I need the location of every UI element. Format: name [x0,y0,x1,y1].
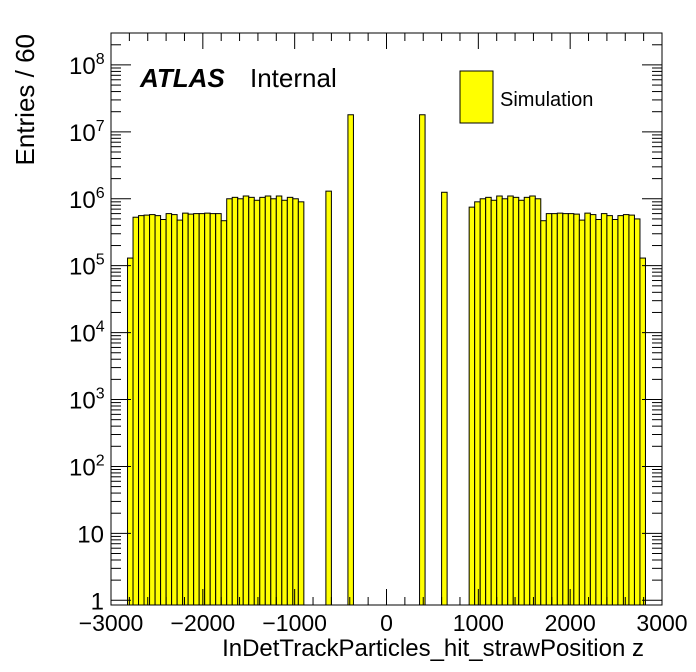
histogram-bin [193,213,200,606]
histogram-bin [419,114,426,606]
y-tick-label: 105 [69,252,105,281]
histogram-bin [501,198,509,606]
histogram-bin [275,195,283,606]
y-tick-label: 107 [69,118,105,147]
histogram-bin [165,213,173,606]
histogram-bin [496,195,503,606]
histogram-bin [490,199,498,606]
histogram-bin [479,198,487,606]
histogram-bin [187,213,195,606]
histogram-bin [325,190,332,606]
histogram-bin [474,201,481,606]
atlas-label: ATLAS [139,63,225,93]
y-tick-label: 1 [91,588,104,615]
y-tick-label: 106 [69,185,105,214]
x-tick-label: −1000 [262,610,327,636]
histogram-bin [551,213,558,606]
histogram-bin [347,114,354,606]
legend-entry: Simulation [500,89,593,111]
histogram-bin [523,196,531,606]
histogram-bin [248,196,255,606]
histogram-bin [259,196,266,606]
y-tick-label: 104 [69,319,105,348]
histogram-bin [617,215,624,606]
x-axis-ticks: −3000 −2000 −1000 0 1000 2000 3000 [79,33,688,636]
histogram-bin [143,214,151,606]
histogram-bin [182,212,189,606]
atlas-status-label: Internal [250,63,337,93]
histogram-bin [237,198,244,606]
histogram-bin [562,213,569,606]
histogram-bin [534,198,542,606]
y-tick-label: 103 [69,386,105,415]
histogram-bin [226,198,233,606]
histogram-bin [198,213,206,606]
histogram-bin [578,219,586,606]
x-tick-label: 2000 [545,610,596,636]
histogram-bin [567,213,575,606]
histogram-bin [149,214,156,606]
histogram-bin [529,195,536,606]
histogram-bin [485,196,492,606]
histogram-bin [600,213,608,606]
y-axis-ticks: 1 10 102 103 104 105 106 107 108 [69,32,662,615]
histogram-bin [270,198,277,606]
histogram-bin [507,195,514,606]
histogram-bin [595,219,602,606]
histogram-bin [253,199,261,606]
histogram-bin [589,214,597,606]
legend-swatch [459,70,494,124]
histogram-bin [441,191,448,606]
x-tick-label: −2000 [171,610,236,636]
histogram-bin [138,215,145,606]
histogram-bin [556,212,564,606]
histogram-bin [292,198,299,606]
y-tick-label: 10 [77,521,104,548]
histogram-bin [512,196,520,606]
x-tick-label: 0 [380,610,393,636]
histogram-bin [215,213,222,606]
y-axis-label: Entries / 60 [10,34,40,166]
histogram-bin [633,218,641,606]
x-tick-label: 1000 [453,610,504,636]
x-tick-label: 3000 [636,610,687,636]
histogram-bin [264,195,272,606]
histogram-bin [281,199,288,606]
histogram-bin [242,195,250,606]
histogram-bin [160,219,167,606]
histogram-bin [204,212,211,606]
histogram-bin [468,206,476,606]
histogram-bin [611,219,619,606]
histogram-bin [639,257,646,606]
histogram-bin [518,199,525,606]
histogram-bin [545,213,553,606]
histogram-bin [622,214,630,606]
histogram-bin [286,196,294,606]
x-tick-label: −3000 [79,610,144,636]
histogram-bin [573,213,580,606]
histogram-bin [628,214,635,606]
histogram-bin [584,212,591,606]
histogram-bin [127,257,134,606]
histogram-bin [154,215,162,606]
histogram-bin [540,220,547,606]
histogram-bin [231,196,239,606]
histogram-bin [606,215,613,606]
histogram-bin [132,216,140,606]
histogram-bin [171,214,178,606]
histogram-bin [220,220,228,606]
histogram-bins [127,114,646,606]
histogram-bin [209,213,217,606]
histogram-bin [297,201,305,606]
histogram-bin [176,219,184,606]
x-axis-label: InDetTrackParticles_hit_strawPosition z [222,635,644,662]
y-tick-label: 108 [69,51,105,80]
y-tick-label: 102 [69,452,105,481]
